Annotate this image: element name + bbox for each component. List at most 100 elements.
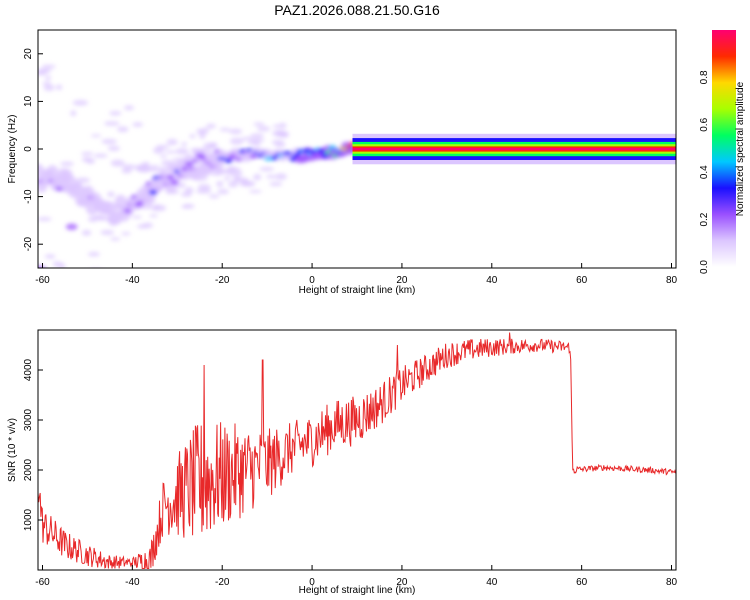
spectrogram-noise-blob xyxy=(250,133,264,139)
snr-panel: -60 -40 -20 0 20 40 60 80 1000 2000 3000 4000 Heig… xyxy=(7,329,678,596)
snr-y-tick-label: 4000 xyxy=(23,358,34,381)
spectrogram-noise-blob xyxy=(109,111,122,116)
spectrogram-noise-blob xyxy=(56,84,63,91)
spectrogram-ridge-blob xyxy=(224,158,233,164)
spectrogram-noise-blob xyxy=(175,182,186,188)
spectrogram-noise-blob xyxy=(251,163,264,169)
spectrogram-noise-blob xyxy=(217,188,230,195)
spectrogram-noise-blob xyxy=(70,110,77,117)
spectrogram-noise-blob xyxy=(209,145,216,149)
spectrogram-noise-blob xyxy=(195,189,212,194)
spectrogram-noise-blob xyxy=(206,123,216,129)
snr-y-tick-label: 2000 xyxy=(23,458,34,481)
spectrogram-noise-blob xyxy=(248,189,262,194)
spectrogram-noise-blob xyxy=(117,126,129,133)
spectrogram-noise-blob xyxy=(88,269,103,275)
spectrogram-noise-blob xyxy=(181,205,191,209)
spectrogram-noise-blob xyxy=(110,159,125,167)
spectrogram-ridge-blob xyxy=(185,161,193,167)
spectrogram-noise-blob xyxy=(104,121,120,126)
spectrogram-noise-blob xyxy=(81,157,92,163)
spectrogram-noise-blob xyxy=(200,127,209,135)
spectrogram-noise-blob xyxy=(181,142,188,147)
spectrogram-noise-blob xyxy=(100,230,115,235)
spectrogram-x-tick-label: -40 xyxy=(125,275,140,286)
spectrogram-noise-blob xyxy=(216,180,224,188)
spectrogram-noise-blob xyxy=(257,126,271,132)
spectrogram-x-tick-label: 80 xyxy=(666,275,678,286)
spectrogram-noise-blob xyxy=(278,122,287,129)
spectrogram-x-tick-label: 20 xyxy=(396,275,408,286)
spectrogram-noise-blob xyxy=(121,232,131,236)
spectrogram-noise-blob xyxy=(226,168,236,173)
spectrogram-panel: -60 -40 -20 0 20 40 60 80 -20 -10 0 10 20 Height of… xyxy=(7,29,678,305)
spectrogram-noise-blob xyxy=(219,127,231,132)
spectrogram-noise-blob xyxy=(38,217,52,222)
spectrogram-noise-blob xyxy=(131,215,143,219)
spectrogram-noise-blob xyxy=(137,224,148,229)
spectrogram-noise-blob xyxy=(280,134,289,138)
spectrogram-noise-blob xyxy=(101,138,117,145)
spectrogram-x-tick-label: 0 xyxy=(309,275,315,286)
spectrogram-noise-blob xyxy=(99,301,106,305)
spectrogram-noise-blob xyxy=(42,81,51,85)
snr-x-tick-label: 0 xyxy=(309,577,315,588)
spectrogram-noise-blob xyxy=(149,214,159,218)
spectrogram-noise-blob xyxy=(97,290,103,294)
snr-y-label: SNR (10 * v/v) xyxy=(7,418,18,482)
spectrogram-x-tick-label: 60 xyxy=(576,275,588,286)
spectrogram-noise-blob xyxy=(107,191,115,197)
snr-x-tick-label: 20 xyxy=(396,577,408,588)
spectrogram-noise-blob xyxy=(241,136,254,141)
snr-x-tick-label: -40 xyxy=(125,577,140,588)
spectrogram-ridge-blob xyxy=(98,215,107,221)
spectrogram-noise-blob xyxy=(60,161,74,167)
spectrogram-noise-blob xyxy=(94,220,110,226)
snr-x-label: Height of straight line (km) xyxy=(299,585,416,596)
spectrogram-noise-blob xyxy=(210,169,224,176)
spectrogram-noise-blob xyxy=(272,124,282,128)
spectrogram-noise-blob xyxy=(199,132,206,140)
spectrogram-noise-blob xyxy=(122,164,136,170)
spectrogram-noise-blob xyxy=(107,145,120,151)
spectrogram-noise-blob xyxy=(232,175,241,183)
snr-series-line xyxy=(38,332,676,569)
spectrogram-noise-blob xyxy=(159,154,168,159)
spectrogram-noise-blob xyxy=(253,122,265,126)
spectrogram-noise-blob xyxy=(208,194,220,199)
spectrogram-y-ticks: -20 -10 0 10 20 xyxy=(23,48,43,251)
spectrogram-noise-blob xyxy=(49,272,59,278)
spectrogram-noise-blob xyxy=(175,148,189,155)
snr-y-tick-label: 3000 xyxy=(23,408,34,431)
spectrogram-noise-blob xyxy=(121,168,132,174)
spectrogram-x-label: Height of straight line (km) xyxy=(299,285,416,296)
spectrogram-y-tick-label: 10 xyxy=(23,95,34,107)
spectrogram-noise-blob xyxy=(157,167,166,172)
spectrogram-x-tick-label: -60 xyxy=(35,275,50,286)
spectrogram-noise-blob xyxy=(135,166,151,171)
spectrogram-noise-blob xyxy=(229,137,244,145)
spectrogram-y-tick-label: 0 xyxy=(23,146,34,152)
colorbar-label: Normalized spectral amplitude xyxy=(735,81,746,216)
spectrogram-noise-blob xyxy=(275,173,287,181)
figure-title: PAZ1.2026.088.21.50.G16 xyxy=(274,2,440,18)
spectrogram-noise-blob xyxy=(43,84,55,91)
spectrogram-noise-blob xyxy=(259,166,274,172)
spectrogram-y-label: Frequency (Hz) xyxy=(7,115,18,184)
spectrogram-noise-blob xyxy=(90,290,99,296)
spectrogram-noise-blob xyxy=(228,180,239,188)
spectrogram-noise-blob xyxy=(250,139,266,142)
spectrogram-noise-blob xyxy=(81,229,92,236)
snr-x-tick-label: 60 xyxy=(576,577,588,588)
spectrogram-x-ticks: -60 -40 -20 0 20 40 60 80 xyxy=(35,263,678,286)
spectrogram-noise-blob xyxy=(132,122,144,127)
spectrogram-noise-blob xyxy=(223,176,231,181)
spectrogram-main-band-5 xyxy=(352,147,676,151)
spectrogram-ridge-blob xyxy=(73,183,82,189)
snr-x-tick-label: -20 xyxy=(215,577,230,588)
spectrogram-noise-blob xyxy=(102,293,108,297)
colorbar-tick-label: 0.4 xyxy=(699,165,710,179)
spectrogram-noise-blob xyxy=(269,181,283,187)
spectrogram-noise-blob xyxy=(166,138,178,146)
